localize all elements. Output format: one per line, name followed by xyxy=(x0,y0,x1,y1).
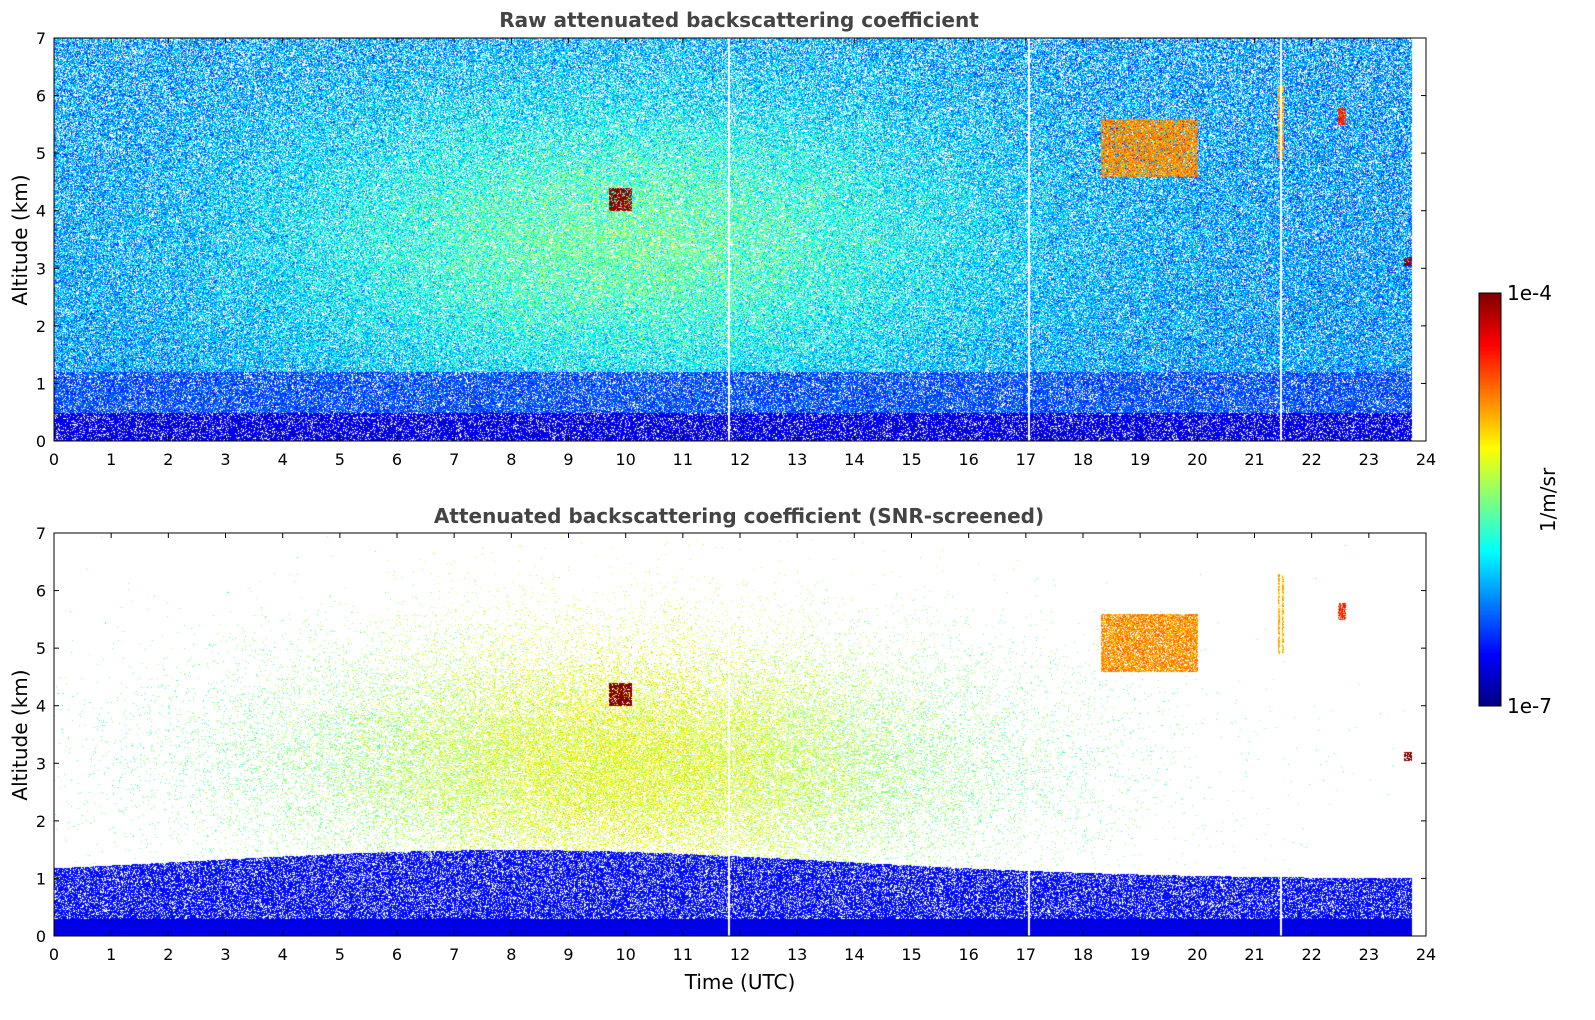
y-tick-label: 0 xyxy=(36,432,46,451)
y-tick-label: 5 xyxy=(36,639,46,658)
y-tick-label: 0 xyxy=(36,927,46,946)
y-tick-label: 2 xyxy=(36,317,46,336)
x-tick-label: 17 xyxy=(1016,450,1036,469)
x-tick-label: 0 xyxy=(49,945,59,964)
y-tick-label: 3 xyxy=(36,259,46,278)
x-tick-label: 21 xyxy=(1244,450,1264,469)
x-tick-label: 22 xyxy=(1301,945,1321,964)
x-tick-label: 12 xyxy=(730,450,750,469)
colorbar-max-label: 1e-4 xyxy=(1507,281,1552,305)
colorbar-frame xyxy=(1478,292,1502,707)
x-tick-label: 20 xyxy=(1187,945,1207,964)
x-tick-label: 23 xyxy=(1359,945,1379,964)
y-tick-label: 7 xyxy=(36,524,46,543)
x-tick-label: 7 xyxy=(449,945,459,964)
y-tick-label: 1 xyxy=(36,374,46,393)
panel-title-raw: Raw attenuated backscattering coefficien… xyxy=(499,8,979,32)
x-tick-label: 15 xyxy=(901,450,921,469)
x-tick-label: 11 xyxy=(673,450,693,469)
x-tick-label: 19 xyxy=(1130,945,1150,964)
axis-ticks-raw: 0 1 2 3 4 5 6 7 8 9 10 11 12 13 14 15 16 17 18 19 20 21 22 23 24… xyxy=(36,29,1436,469)
x-tick-label: 14 xyxy=(844,945,864,964)
panel-frame-screened xyxy=(53,532,1427,937)
x-tick-label: 18 xyxy=(1073,945,1093,964)
x-tick-label: 1 xyxy=(106,945,116,964)
x-tick-label: 14 xyxy=(844,450,864,469)
y-tick-label: 1 xyxy=(36,869,46,888)
x-tick-label: 24 xyxy=(1416,450,1436,469)
panel-frame-raw xyxy=(53,37,1427,442)
colorbar-min-label: 1e-7 xyxy=(1507,694,1552,718)
y-tick-label: 4 xyxy=(36,697,46,716)
x-tick-label: 3 xyxy=(220,450,230,469)
colorbar-gradient xyxy=(1479,293,1501,706)
x-tick-label: 23 xyxy=(1359,450,1379,469)
x-tick-label: 18 xyxy=(1073,450,1093,469)
x-tick-label: 15 xyxy=(901,945,921,964)
x-tick-label: 8 xyxy=(506,945,516,964)
x-tick-label: 7 xyxy=(449,450,459,469)
y-tick-label: 6 xyxy=(36,87,46,106)
x-tick-label: 8 xyxy=(506,450,516,469)
x-tick-label: 4 xyxy=(278,945,288,964)
y-tick-label: 6 xyxy=(36,582,46,601)
x-tick-label: 10 xyxy=(615,450,635,469)
x-tick-label: 13 xyxy=(787,945,807,964)
axis-ticks-screened: 0 1 2 3 4 5 6 7 8 9 10 11 12 13 14 15 16 17 18 19 20 21 22 23 24… xyxy=(36,524,1436,964)
x-tick-label: 9 xyxy=(563,450,573,469)
x-tick-label: 16 xyxy=(958,945,978,964)
x-tick-label: 12 xyxy=(730,945,750,964)
x-tick-label: 16 xyxy=(958,450,978,469)
x-tick-label: 21 xyxy=(1244,945,1264,964)
y-tick-label: 3 xyxy=(36,754,46,773)
x-tick-label: 6 xyxy=(392,450,402,469)
x-tick-label: 5 xyxy=(335,450,345,469)
x-tick-label: 0 xyxy=(49,450,59,469)
y-tick-label: 4 xyxy=(36,202,46,221)
x-tick-label: 11 xyxy=(673,945,693,964)
x-tick-label: 9 xyxy=(563,945,573,964)
x-tick-label: 24 xyxy=(1416,945,1436,964)
x-tick-label: 3 xyxy=(220,945,230,964)
x-tick-label: 13 xyxy=(787,450,807,469)
x-tick-label: 5 xyxy=(335,945,345,964)
y-axis-label-screened: Altitude (km) xyxy=(8,669,32,800)
x-tick-label: 4 xyxy=(278,450,288,469)
x-tick-label: 20 xyxy=(1187,450,1207,469)
x-tick-label: 10 xyxy=(615,945,635,964)
x-axis-label: Time (UTC) xyxy=(684,970,796,994)
y-tick-label: 2 xyxy=(36,812,46,831)
x-tick-label: 22 xyxy=(1301,450,1321,469)
y-tick-label: 5 xyxy=(36,144,46,163)
x-tick-label: 1 xyxy=(106,450,116,469)
colorbar-unit-label: 1/m/sr xyxy=(1536,467,1560,532)
panel-title-screened: Attenuated backscattering coefficient (S… xyxy=(434,504,1044,528)
y-tick-label: 7 xyxy=(36,29,46,48)
y-axis-label-raw: Altitude (km) xyxy=(8,174,32,305)
x-tick-label: 2 xyxy=(163,945,173,964)
x-tick-label: 19 xyxy=(1130,450,1150,469)
x-tick-label: 2 xyxy=(163,450,173,469)
x-tick-label: 6 xyxy=(392,945,402,964)
screened-backscatter-heatmap xyxy=(54,533,1426,936)
raw-backscatter-heatmap xyxy=(54,38,1426,441)
x-tick-label: 17 xyxy=(1016,945,1036,964)
